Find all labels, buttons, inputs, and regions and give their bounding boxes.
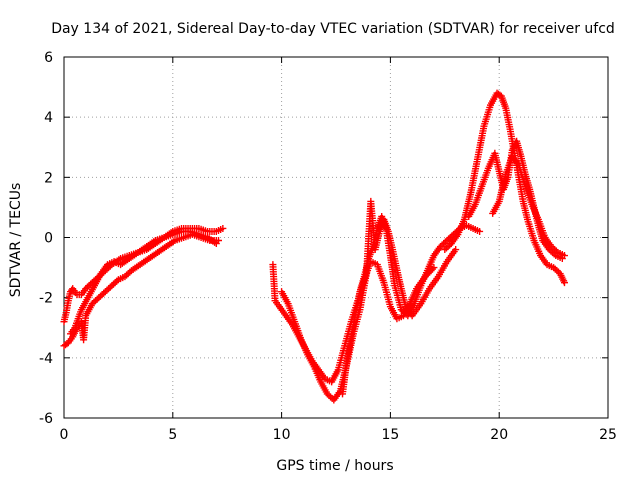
series-evening-track-c: [489, 152, 568, 260]
data-point: [212, 240, 220, 248]
data-points: [60, 89, 568, 404]
chart-title: Day 134 of 2021, Sidereal Day-to-day VTE…: [51, 21, 615, 37]
horizontal-gridlines: [64, 116, 608, 359]
x-axis-ticks: 0 5 10 15 20 25: [60, 57, 617, 443]
y-axis-ticks: -6 -4 -2 0 2 4 6: [39, 50, 608, 427]
series-morning-track-b: [60, 230, 222, 350]
x-axis-label: GPS time / hours: [276, 458, 393, 474]
data-point: [560, 252, 568, 260]
data-point: [560, 279, 568, 287]
x-tick-label: 10: [273, 427, 291, 443]
series-afternoon-track-b: [278, 197, 460, 404]
data-point: [552, 247, 560, 255]
series-evening-track-a: [441, 89, 568, 287]
y-tick-label: 6: [44, 50, 53, 66]
data-point: [113, 277, 121, 285]
x-tick-label: 15: [381, 427, 399, 443]
x-tick-label: 5: [168, 427, 177, 443]
data-point: [452, 246, 460, 254]
y-tick-label: 0: [44, 231, 53, 247]
series-morning-track-c: [67, 227, 220, 338]
data-point: [430, 264, 438, 272]
y-axis-label: SDTVAR / TECUs: [8, 183, 24, 298]
x-tick-label: 20: [490, 427, 508, 443]
y-tick-label: 2: [44, 170, 53, 186]
x-tick-label: 25: [599, 427, 617, 443]
data-point: [476, 227, 484, 235]
x-tick-label: 0: [60, 427, 69, 443]
data-point: [219, 224, 227, 232]
y-tick-label: 4: [44, 110, 53, 126]
series-afternoon-track-c: [339, 212, 484, 398]
y-tick-label: -4: [39, 351, 53, 367]
y-tick-label: -2: [39, 291, 53, 307]
y-tick-label: -6: [39, 411, 53, 427]
